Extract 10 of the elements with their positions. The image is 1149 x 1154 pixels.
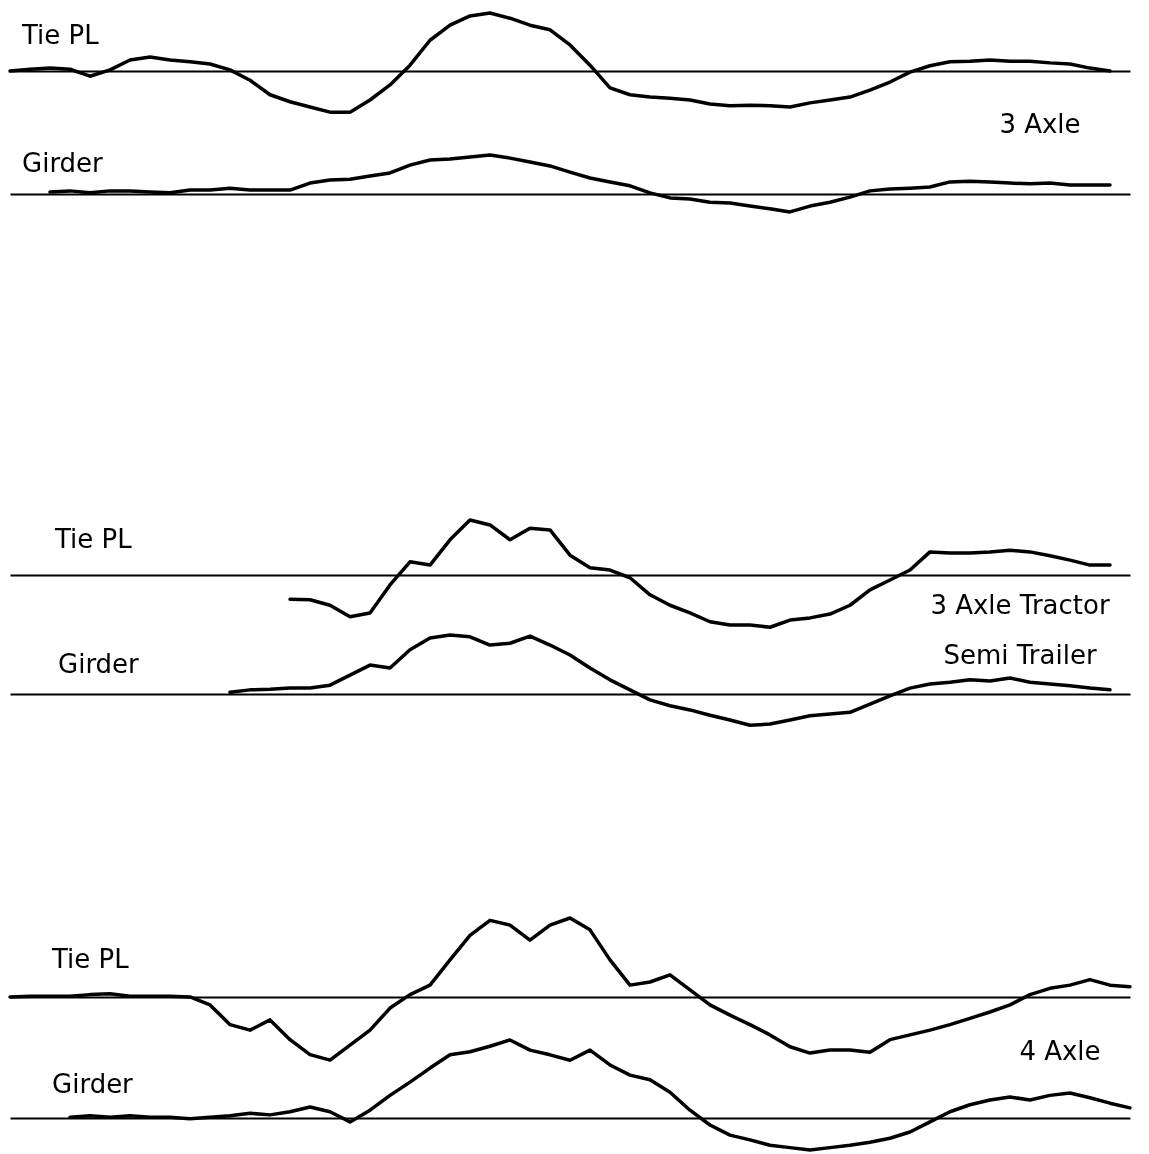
text: Tie PL bbox=[54, 524, 133, 554]
series-label: Tie PL bbox=[51, 944, 130, 974]
series-label: Girder bbox=[52, 1068, 134, 1099]
annotation: 3 Axle bbox=[999, 108, 1081, 139]
annotation: 4 Axle bbox=[1019, 1035, 1101, 1066]
series-label: Girder bbox=[22, 148, 104, 178]
text: Girder bbox=[58, 649, 140, 679]
series-label: Tie PL bbox=[21, 20, 100, 50]
annotation: 3 Axle Tractor bbox=[930, 590, 1110, 620]
annotation: Semi Trailer bbox=[943, 640, 1097, 670]
